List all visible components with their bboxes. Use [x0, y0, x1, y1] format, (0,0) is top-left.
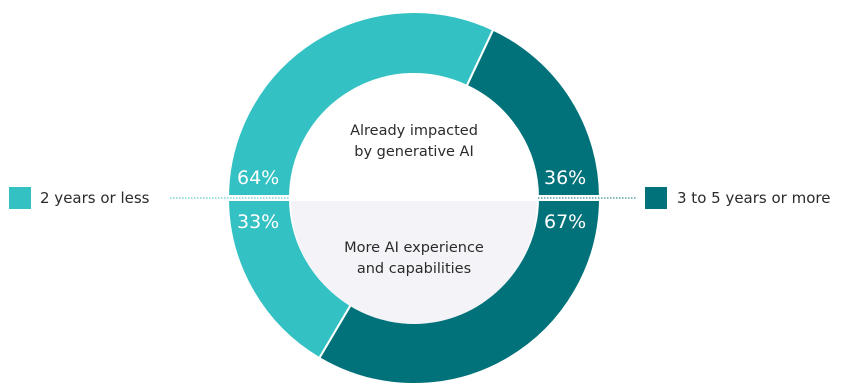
donut-arcs: [226, 11, 602, 385]
legend-swatch-2-years-or-less: [9, 187, 31, 209]
lower-left-value-label: 33%: [237, 211, 279, 233]
legend-label-2-years-or-less: 2 years or less: [40, 189, 150, 207]
upper-center-label-line-1: Already impacted: [350, 123, 478, 139]
lower-center-fill: [291, 201, 537, 324]
legend-swatch-3-to-5-years-or-more: [645, 187, 667, 209]
upper-segment-short: [226, 11, 495, 199]
lower-right-value-label: 67%: [544, 211, 586, 233]
legend-label-3-to-5-years-or-more: 3 to 5 years or more: [677, 189, 830, 207]
upper-left-value-label: 64%: [237, 167, 279, 189]
upper-right-value-label: 36%: [544, 167, 586, 189]
half-separator: [226, 195, 602, 201]
upper-center-label-line-2: by generative AI: [354, 144, 474, 160]
lower-center-label-line-2: and capabilities: [357, 261, 471, 277]
lower-center-label-line-1: More AI experience: [344, 240, 484, 256]
